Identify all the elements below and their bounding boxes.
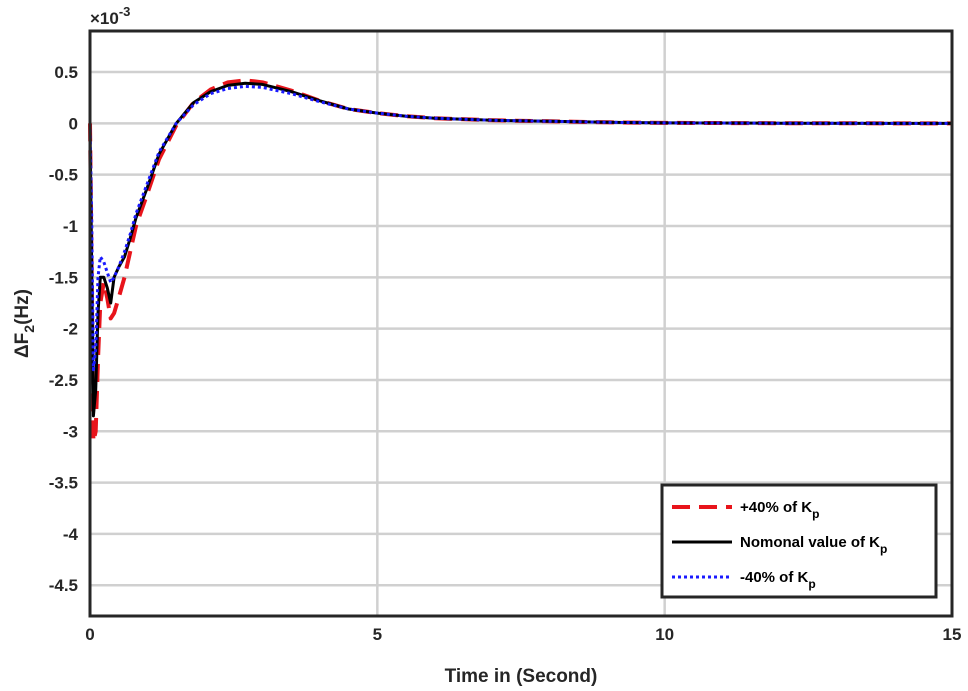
legend-label-main: +40% of K xyxy=(740,499,812,516)
legend-label-minus40: -40% of Kp xyxy=(740,569,816,591)
legend-label-main: Nomonal value of K xyxy=(740,534,880,551)
y-tick-label-8: -3.5 xyxy=(49,474,78,493)
legend-label-sub: p xyxy=(880,542,887,556)
y-axis-multiplier-base: ×10 xyxy=(90,9,119,28)
legend-label-sub: p xyxy=(812,507,819,521)
y-tick-label-0: 0.5 xyxy=(54,63,78,82)
legend-label-plus40: +40% of Kp xyxy=(740,499,819,521)
legend-label-sub: p xyxy=(808,577,815,591)
y-tick-label-1: 0 xyxy=(69,114,78,133)
y-axis-label-base: ΔF xyxy=(12,333,33,358)
y-axis-multiplier-exp: -3 xyxy=(119,4,131,19)
y-axis-label-suffix: (Hz) xyxy=(12,289,33,325)
x-axis-label: Time in (Second) xyxy=(445,666,598,687)
legend-label-main: -40% of K xyxy=(740,569,809,586)
y-axis-label-sub: 2 xyxy=(21,325,37,333)
plot-frame xyxy=(88,29,954,618)
y-tick-label-3: -1 xyxy=(63,217,78,236)
x-tick-label-0: 0 xyxy=(85,625,94,644)
legend-label-nominal: Nomonal value of Kp xyxy=(740,534,887,556)
y-tick-label-6: -2.5 xyxy=(49,371,78,390)
x-tick-label-1: 5 xyxy=(373,625,382,644)
x-tick-label-3: 15 xyxy=(943,625,962,644)
series-line-plus40 xyxy=(88,78,953,444)
y-axis-label: ΔF2(Hz) xyxy=(12,289,37,358)
y-tick-label-5: -2 xyxy=(63,320,78,339)
series-line-minus40 xyxy=(88,84,953,372)
y-tick-label-2: -0.5 xyxy=(49,166,78,185)
y-tick-label-7: -3 xyxy=(63,422,78,441)
y-tick-label-4: -1.5 xyxy=(49,268,78,287)
series-lines xyxy=(88,78,953,444)
x-tick-labels: 0 5 10 15 xyxy=(85,625,961,644)
x-tick-label-2: 10 xyxy=(655,625,674,644)
series-line-nominal xyxy=(88,81,953,418)
y-tick-label-9: -4 xyxy=(63,525,79,544)
y-axis-multiplier: ×10-3 xyxy=(90,4,130,28)
y-tick-labels: 0.5 0 -0.5 -1 -1.5 -2 -2.5 -3 -3.5 -4 -4.5 xyxy=(49,63,79,595)
y-tick-label-10: -4.5 xyxy=(49,576,78,595)
